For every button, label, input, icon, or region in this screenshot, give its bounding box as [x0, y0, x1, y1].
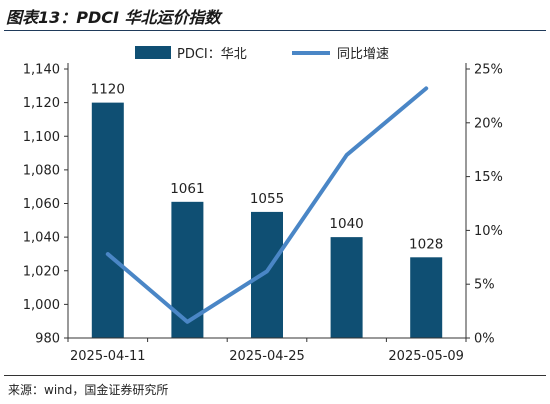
left-tick-label: 1,100 — [23, 130, 60, 145]
left-tick-label: 1,060 — [23, 197, 60, 212]
legend-bar-label: PDCI：华北 — [177, 47, 247, 62]
x-tick-label: 2025-05-09 — [388, 349, 464, 364]
bar-data-label: 1055 — [250, 191, 284, 207]
right-tick-label: 25% — [474, 63, 503, 78]
axes-layer: 980 1,000 1,020 1,040 1,060 1,080 1,100 1,120 1,… — [23, 63, 503, 365]
left-tick-label: 1,020 — [23, 264, 60, 279]
legend-bar-swatch — [135, 46, 171, 59]
bar-data-label: 1061 — [170, 181, 204, 197]
right-tick-label: 10% — [474, 224, 503, 239]
legend-line-label: 同比增速 — [337, 47, 389, 62]
source-note: 来源：wind，国金证券研究所 — [8, 383, 169, 397]
legend: PDCI：华北 同比增速 — [135, 46, 389, 62]
source-divider — [4, 375, 546, 376]
bar — [171, 201, 204, 338]
right-tick-label: 5% — [474, 278, 495, 293]
bar-data-label: 1040 — [329, 216, 363, 232]
x-tick-label: 2025-04-25 — [229, 349, 305, 364]
bar — [251, 211, 283, 338]
left-tick-label: 1,120 — [23, 96, 60, 111]
title-divider — [4, 30, 546, 31]
left-tick-label: 1,040 — [23, 231, 60, 246]
pdci-chart: 1120 1061 1055 1040 1028 980 1,000 1,020 1,040 1… — [23, 46, 503, 365]
right-tick-label: 0% — [474, 332, 495, 347]
left-tick-label: 1,000 — [23, 298, 60, 313]
line-layer — [105, 86, 429, 324]
bar — [410, 257, 443, 338]
bar — [330, 237, 363, 338]
bar-data-label: 1028 — [409, 236, 443, 252]
bar-data-label: 1120 — [91, 82, 125, 98]
x-tick-label: 2025-04-11 — [70, 349, 146, 364]
left-tick-label: 1,080 — [23, 163, 60, 178]
right-tick-label: 20% — [474, 116, 503, 131]
left-tick-label: 980 — [35, 332, 60, 347]
right-tick-label: 15% — [474, 170, 503, 185]
chart-title: 图表13：PDCI 华北运价指数 — [6, 8, 221, 27]
left-tick-label: 1,140 — [23, 63, 60, 78]
bar — [91, 102, 124, 338]
